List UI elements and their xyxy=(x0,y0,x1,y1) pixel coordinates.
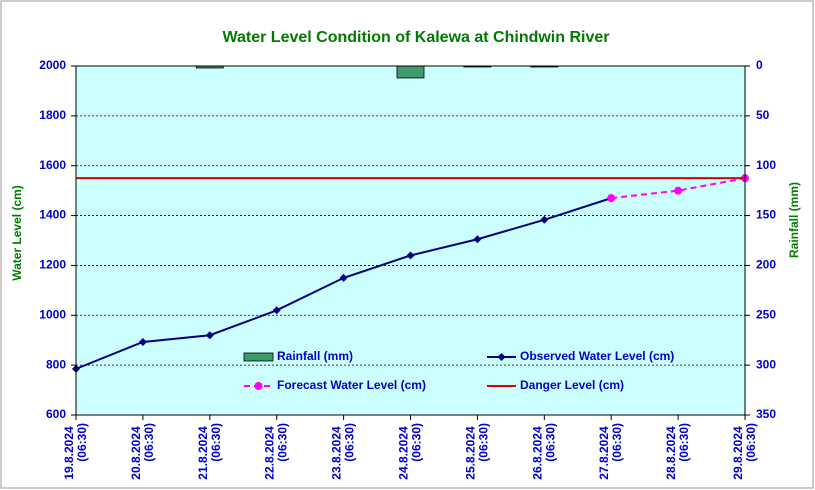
x-tick-label: 24.8.2024 (06:30) xyxy=(397,423,424,480)
legend-label: Forecast Water Level (cm) xyxy=(277,378,426,392)
x-tick-label: 29.8.2024 (06:30) xyxy=(731,423,758,480)
marker xyxy=(674,186,683,195)
marker xyxy=(607,194,616,203)
marker xyxy=(473,235,482,244)
x-tick-label: 19.8.2024 (06:30) xyxy=(62,423,89,480)
y-tick-label: 1200 xyxy=(39,258,66,272)
series-line xyxy=(611,177,746,200)
y-tick-label: 2000 xyxy=(39,58,66,72)
x-tick-label: 21.8.2024 (06:30) xyxy=(196,423,223,480)
y2-tick-label: 200 xyxy=(756,258,776,272)
y2-tick-label: 100 xyxy=(756,158,776,172)
y-axis-label: Water Level (cm) xyxy=(10,185,24,281)
y-tick-label: 1800 xyxy=(39,108,66,122)
legend-label: Observed Water Level (cm) xyxy=(520,349,674,363)
chart-title: Water Level Condition of Kalewa at Chind… xyxy=(222,29,609,46)
y-tick-label: 800 xyxy=(46,357,66,371)
y2-tick-label: 300 xyxy=(756,357,776,371)
legend-marker xyxy=(254,382,263,390)
x-tick-label: 20.8.2024 (06:30) xyxy=(129,423,156,480)
y2-tick-label: 250 xyxy=(756,307,776,321)
y2-tick-label: 150 xyxy=(756,208,776,222)
marker xyxy=(205,331,214,340)
rain-bar xyxy=(396,65,425,79)
y2-tick-label: 0 xyxy=(756,58,763,72)
y-tick-label: 600 xyxy=(46,407,66,421)
y2-tick-label: 350 xyxy=(756,407,776,421)
legend-label: Danger Level (cm) xyxy=(520,378,624,392)
x-tick-label: 25.8.2024 (06:30) xyxy=(464,423,491,480)
y-tick-label: 1600 xyxy=(39,158,66,172)
legend-swatch xyxy=(243,352,274,362)
x-tick-label: 22.8.2024 (06:30) xyxy=(263,423,290,480)
marker xyxy=(540,215,549,224)
x-tick-label: 28.8.2024 (06:30) xyxy=(664,423,691,480)
marker xyxy=(272,306,281,315)
y-tick-label: 1000 xyxy=(39,307,66,321)
x-tick-label: 26.8.2024 (06:30) xyxy=(530,423,557,480)
y2-axis-label: Rainfall (mm) xyxy=(787,182,801,258)
legend-label: Rainfall (mm) xyxy=(277,349,353,363)
y-tick-label: 1400 xyxy=(39,208,66,222)
x-tick-label: 23.8.2024 (06:30) xyxy=(330,423,357,480)
marker xyxy=(406,251,415,260)
plot-area xyxy=(76,66,745,415)
marker xyxy=(138,337,147,346)
marker xyxy=(339,273,348,282)
x-tick-label: 27.8.2024 (06:30) xyxy=(597,423,624,480)
y2-tick-label: 50 xyxy=(756,108,770,122)
plot-border xyxy=(75,65,746,416)
legend-marker xyxy=(497,353,506,361)
